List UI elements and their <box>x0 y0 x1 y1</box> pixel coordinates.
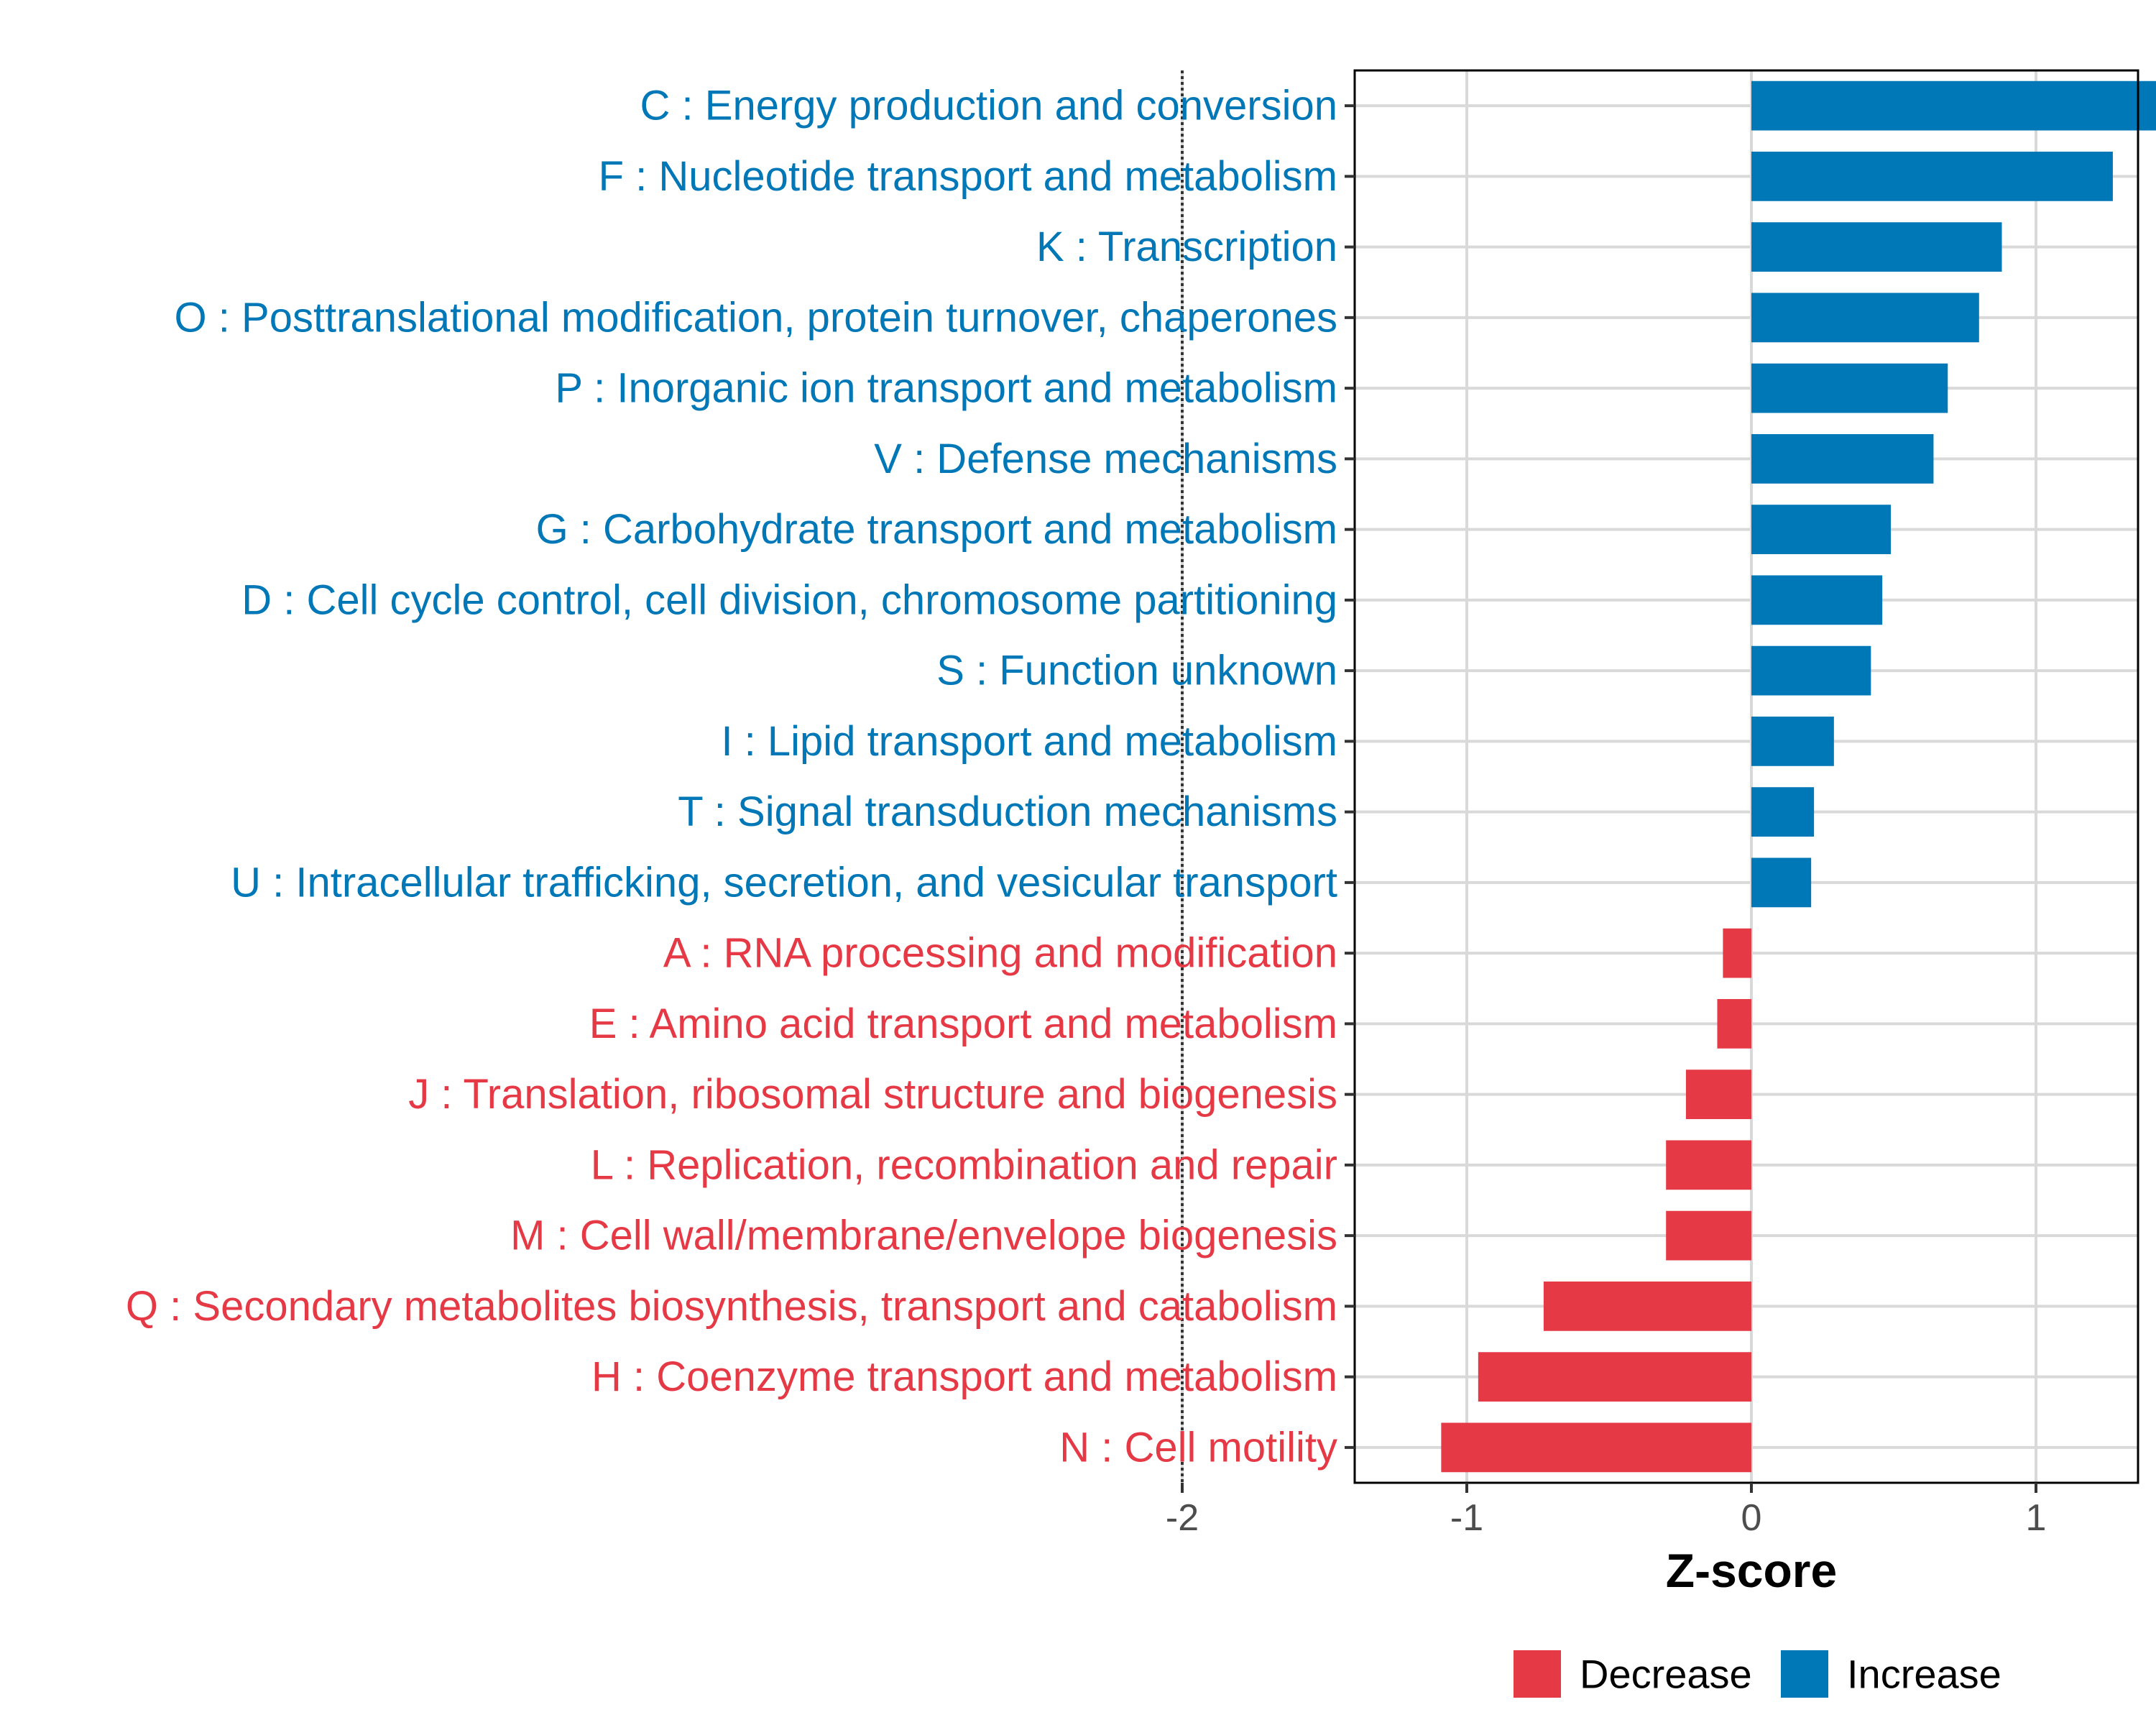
bar-q <box>1543 1281 1751 1331</box>
x-axis: -2-1012 <box>1166 1483 2047 1539</box>
bars-layer <box>1441 80 2156 1473</box>
bar-e <box>1717 998 1751 1049</box>
category-label-h: H : Coenzyme transport and metabolism <box>591 1353 1337 1400</box>
panel-border <box>1353 69 2139 1484</box>
bar-c <box>1751 80 2156 131</box>
category-label-m: M : Cell wall/membrane/envelope biogenes… <box>510 1213 1337 1259</box>
legend-label-decrease: Decrease <box>1580 1652 1752 1697</box>
legend-key-increase <box>1781 1650 1828 1698</box>
category-label-f: F : Nucleotide transport and metabolism <box>599 153 1337 200</box>
bar-u <box>1751 857 1812 908</box>
category-label-n: N : Cell motility <box>1059 1424 1337 1471</box>
bar-i <box>1751 716 1834 766</box>
bar-f <box>1751 151 2113 201</box>
bar-j <box>1685 1070 1751 1120</box>
legend: Decrease Increase <box>1514 1650 2001 1698</box>
category-label-a: A : RNA processing and modification <box>663 930 1337 977</box>
category-label-i: I : Lipid transport and metabolism <box>721 718 1337 765</box>
category-label-c: C : Energy production and conversion <box>640 83 1337 129</box>
bar-h <box>1478 1352 1751 1402</box>
x-tick-label: 1 <box>2026 1497 2047 1539</box>
category-label-o: O : Posttranslational modification, prot… <box>175 294 1337 341</box>
category-label-d: D : Cell cycle control, cell division, c… <box>241 576 1337 623</box>
bar-m <box>1666 1210 1751 1261</box>
category-label-t: T : Signal transduction mechanisms <box>678 788 1337 835</box>
bar-p <box>1751 363 1948 413</box>
bar-k <box>1751 222 2002 272</box>
x-tick-label: 0 <box>1741 1497 1762 1539</box>
x-tick-label: -2 <box>1166 1497 1199 1539</box>
bar-g <box>1751 505 1892 555</box>
category-label-k: K : Transcription <box>1036 224 1337 270</box>
bar-l <box>1666 1140 1751 1190</box>
category-label-g: G : Carbohydrate transport and metabolis… <box>536 506 1337 553</box>
legend-key-decrease <box>1514 1650 1561 1698</box>
x-tick-label: -1 <box>1450 1497 1483 1539</box>
category-label-u: U : Intracellular trafficking, secretion… <box>231 859 1337 906</box>
legend-label-increase: Increase <box>1847 1652 2001 1697</box>
reference-lines <box>1181 70 1184 1483</box>
category-label-p: P : Inorganic ion transport and metaboli… <box>555 365 1337 412</box>
category-label-v: V : Defense mechanisms <box>874 436 1337 482</box>
category-label-e: E : Amino acid transport and metabolism <box>589 1000 1337 1047</box>
category-label-s: S : Function unknown <box>936 648 1337 694</box>
bar-a <box>1723 928 1751 978</box>
category-label-q: Q : Secondary metabolites biosynthesis, … <box>126 1283 1337 1330</box>
category-label-l: L : Replication, recombination and repai… <box>591 1141 1337 1188</box>
bar-t <box>1751 787 1815 837</box>
bar-s <box>1751 645 1871 696</box>
bar-o <box>1751 293 1979 343</box>
grid-layer <box>1181 70 2138 1483</box>
x-axis-title: Z-score <box>1666 1544 1837 1597</box>
bar-v <box>1751 433 1934 484</box>
category-label-j: J : Translation, ribosomal structure and… <box>408 1071 1337 1118</box>
bar-n <box>1441 1422 1751 1473</box>
y-axis: C : Energy production and conversion F : … <box>126 83 1355 1471</box>
bar-d <box>1751 575 1883 625</box>
